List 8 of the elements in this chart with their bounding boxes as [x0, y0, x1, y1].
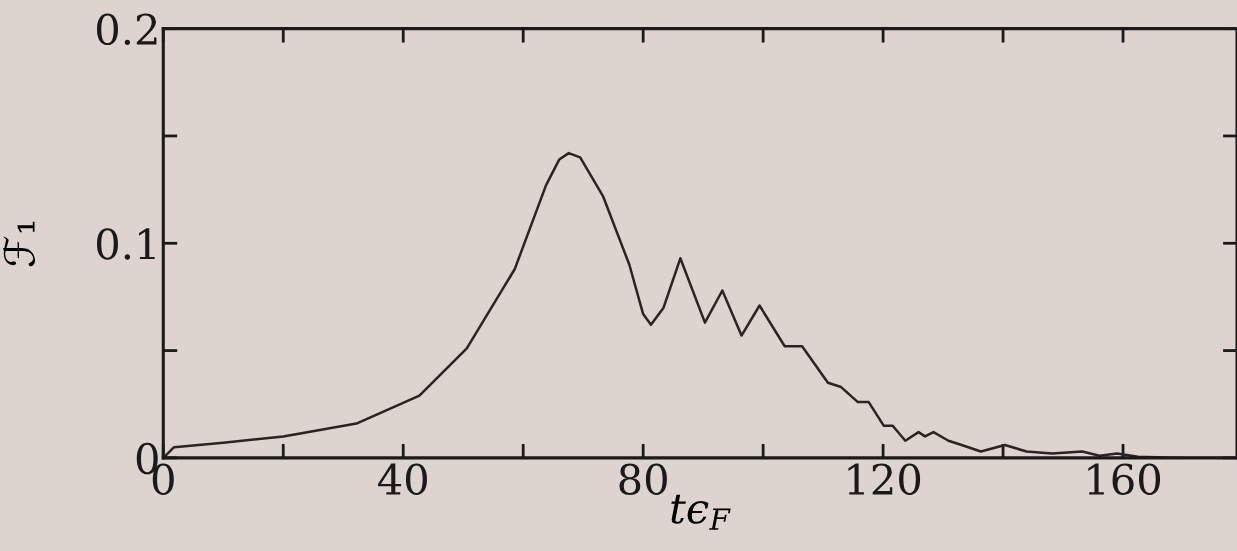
x-tick-label: 40 [377, 463, 427, 495]
x-tick-label: 160 [1088, 463, 1161, 495]
x-tick-label: 120 [848, 463, 921, 495]
x-axis-title: tϵ$_{F}$ [671, 494, 731, 530]
y-tick-label: 0.2 [96, 13, 157, 46]
x-tick-label: 80 [619, 463, 667, 495]
y-tick-label: 0.1 [96, 228, 155, 260]
y-axis-title: ℱ₁ [2, 221, 36, 267]
